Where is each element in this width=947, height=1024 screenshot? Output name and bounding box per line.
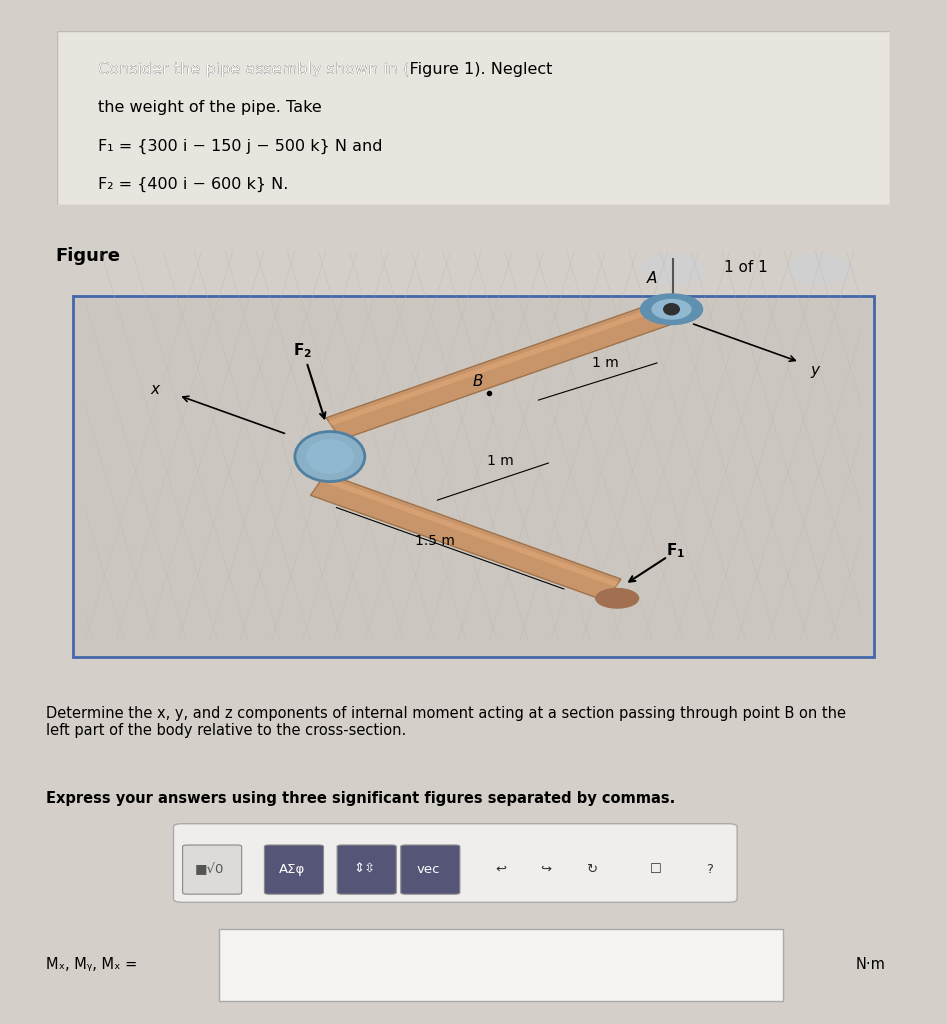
Text: Figure: Figure <box>55 248 120 265</box>
FancyBboxPatch shape <box>74 296 873 656</box>
Text: ↻: ↻ <box>586 863 598 877</box>
Text: Determine the x, y, and z components of internal moment acting at a section pass: Determine the x, y, and z components of … <box>46 706 847 738</box>
Polygon shape <box>326 301 675 439</box>
Text: F₂ = {400 i − 600 k} N.: F₂ = {400 i − 600 k} N. <box>98 177 289 193</box>
Polygon shape <box>320 477 618 587</box>
FancyBboxPatch shape <box>219 929 782 1000</box>
Text: >: > <box>813 260 826 274</box>
Text: the weight of the pipe. Take: the weight of the pipe. Take <box>98 100 322 116</box>
Text: Consider the pipe assembly shown in (Figure 1). Neglect: Consider the pipe assembly shown in (Fig… <box>98 62 553 77</box>
Text: ↩: ↩ <box>495 863 507 877</box>
Text: Express your answers using three significant figures separated by commas.: Express your answers using three signifi… <box>46 791 675 806</box>
FancyBboxPatch shape <box>337 845 396 894</box>
Ellipse shape <box>640 294 703 325</box>
Text: AΣφ: AΣφ <box>278 863 305 877</box>
Text: 1 m: 1 m <box>488 454 514 468</box>
FancyBboxPatch shape <box>183 845 241 894</box>
Circle shape <box>787 254 850 285</box>
Text: vec: vec <box>417 863 439 877</box>
Text: A: A <box>647 271 657 286</box>
Text: ⇕⇳: ⇕⇳ <box>353 863 376 877</box>
Text: F₁ = {300 i − 150 j − 500 k} N and: F₁ = {300 i − 150 j − 500 k} N and <box>98 138 383 154</box>
Text: Mₓ, Mᵧ, Mₓ =: Mₓ, Mᵧ, Mₓ = <box>46 957 137 972</box>
Polygon shape <box>329 304 666 425</box>
Text: 1 m: 1 m <box>592 356 619 371</box>
Text: ■√0: ■√0 <box>195 863 224 877</box>
FancyBboxPatch shape <box>401 845 460 894</box>
Ellipse shape <box>596 589 638 608</box>
FancyBboxPatch shape <box>173 823 737 902</box>
Text: B: B <box>473 374 483 389</box>
Text: Consider the pipe assembly shown in (: Consider the pipe assembly shown in ( <box>98 62 410 77</box>
Text: ↪: ↪ <box>541 863 552 877</box>
Circle shape <box>307 440 353 473</box>
Text: $\mathbf{F_2}$: $\mathbf{F_2}$ <box>294 342 313 360</box>
Circle shape <box>295 431 365 481</box>
Text: <: < <box>667 260 680 274</box>
Text: 1.5 m: 1.5 m <box>415 535 455 548</box>
Text: N·m: N·m <box>855 957 885 972</box>
Circle shape <box>642 254 706 285</box>
FancyBboxPatch shape <box>57 31 890 205</box>
Polygon shape <box>311 473 621 601</box>
Text: ☐: ☐ <box>650 863 661 877</box>
Text: y: y <box>811 362 820 378</box>
Circle shape <box>664 304 679 314</box>
FancyBboxPatch shape <box>264 845 324 894</box>
Text: $\mathbf{F_1}$: $\mathbf{F_1}$ <box>666 542 685 560</box>
Text: 1 of 1: 1 of 1 <box>724 260 768 274</box>
Text: ?: ? <box>706 863 713 877</box>
Ellipse shape <box>652 300 691 319</box>
Text: x: x <box>151 382 160 397</box>
